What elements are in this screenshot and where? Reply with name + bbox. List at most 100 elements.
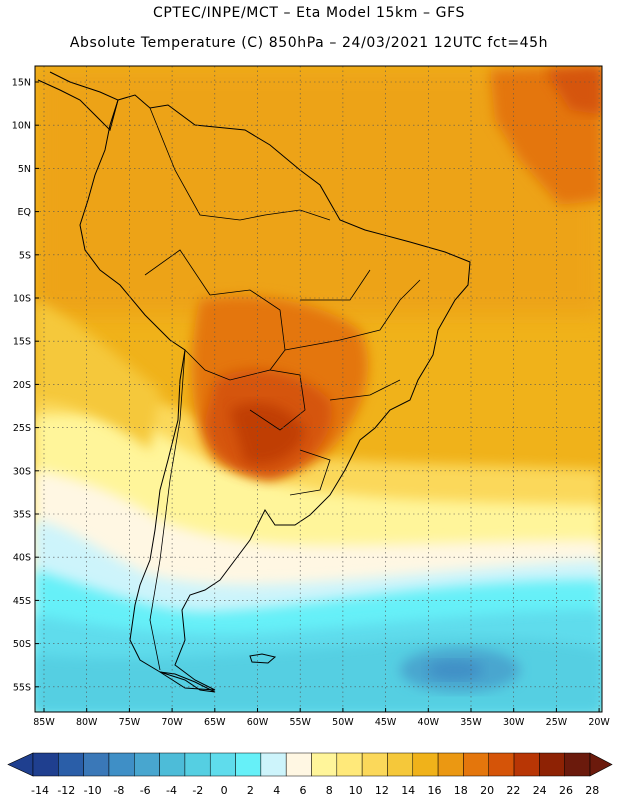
lat-tick-label: 15N [12, 78, 31, 89]
lat-tick-label: 15S [13, 337, 31, 348]
colorbar-cell [134, 752, 160, 777]
colorbar-tick-label: -14 [31, 784, 49, 797]
title-line-2: Absolute Temperature (C) 850hPa – 24/03/… [69, 35, 549, 51]
south-america-coast [79, 94, 471, 691]
border-peru-brazil [144, 249, 211, 296]
colorbar-tick-label: -4 [166, 784, 177, 797]
border-paraguay [249, 369, 306, 431]
field-22-24-atlantic [545, 66, 602, 115]
colorbar-tick-label: 20 [480, 784, 494, 797]
lon-tick-label: 70W [161, 717, 183, 728]
colorbar-cell [412, 752, 439, 777]
lat-tick-label: 40S [13, 553, 31, 564]
lon-tick-label: 85W [33, 717, 55, 728]
lat-tick-label: 35S [13, 510, 31, 521]
colorbar-cell [209, 752, 236, 777]
colorbar-tick-label: 22 [506, 784, 520, 797]
colorbar-tick-label: 10 [349, 784, 363, 797]
border-colombia-venezuela [149, 107, 241, 221]
colorbar-tick-label: 28 [585, 784, 599, 797]
lon-tick-label: 35W [460, 717, 482, 728]
colorbar-cell [513, 752, 540, 777]
lat-tick-label: 30S [13, 466, 31, 477]
lon-tick-label: 20W [588, 717, 610, 728]
colorbar-tick-label: 4 [273, 784, 280, 797]
lon-tick-label: 50W [332, 717, 354, 728]
colorbar-cell [83, 752, 110, 777]
lat-tick-label: 5N [18, 164, 31, 175]
colorbar-tick-label: 26 [559, 784, 573, 797]
lon-tick-label: 80W [76, 717, 98, 728]
lat-tick-label: 5S [19, 250, 31, 261]
lat-tick-label: EQ [18, 207, 31, 218]
central-america-coast [37, 71, 119, 131]
colorbar-cell [159, 752, 186, 777]
colorbar-legend: -14 -12 -10 -8 -6 -4 -2 0 2 4 6 8 10 12 14 16 18 20 22 24 26… [7, 752, 613, 797]
lon-tick-label: 45W [375, 717, 397, 728]
colorbar-cell [437, 752, 464, 777]
colorbar-tick-label: 6 [300, 784, 307, 797]
field-pacific-14-16 [35, 300, 160, 450]
longitude-labels: 85W 80W 75W 70W 65W 60W 55W 50W 45W 40W 35W 30W 25W 2… [33, 708, 610, 728]
colorbar-tick-label: 8 [326, 784, 333, 797]
colorbar-cell [184, 752, 211, 777]
colorbar-cell [387, 752, 414, 777]
country-borders [144, 107, 421, 671]
colorbar-cell [32, 752, 59, 777]
lat-tick-label: 10S [13, 294, 31, 305]
graticule [35, 66, 602, 712]
colorbar-cell [235, 752, 262, 777]
colorbar-tick-label: -8 [113, 784, 124, 797]
border-bolivia [184, 289, 286, 381]
lat-tick-label: 50S [13, 639, 31, 650]
lon-tick-label: 60W [247, 717, 269, 728]
colorbar-cell [488, 752, 515, 777]
colorbar-tick-label: -10 [84, 784, 102, 797]
border-brazil-states [284, 269, 421, 401]
colorbar-tick-label: -6 [140, 784, 151, 797]
lat-tick-label: 20S [13, 380, 31, 391]
colorbar-tick-label: 2 [247, 784, 254, 797]
colorbar-tick-label: 0 [221, 784, 228, 797]
colorbar-tick-label: 18 [454, 784, 468, 797]
border-brazil-north [239, 209, 331, 221]
lat-tick-label: 25S [13, 423, 31, 434]
colorbar-cell [336, 752, 363, 777]
lon-tick-label: 55W [289, 717, 311, 728]
colorbar-tick-label: -12 [57, 784, 75, 797]
lat-tick-label: 10N [12, 121, 31, 132]
lon-tick-label: 75W [119, 717, 141, 728]
lon-tick-label: 25W [546, 717, 568, 728]
title-line-1: CPTEC/INPE/MCT – Eta Model 15km – GFS [152, 5, 466, 21]
colorbar-tick-label: 24 [533, 784, 547, 797]
colorbar-cell [539, 752, 565, 777]
field-24-26-continent [230, 402, 305, 465]
cold-core-center [427, 660, 483, 680]
temperature-field [35, 66, 602, 712]
colorbar-cell [285, 752, 312, 777]
colorbar-right-arrow [589, 752, 613, 777]
colorbar-left-arrow [7, 752, 34, 777]
colorbar-cell [108, 752, 135, 777]
lat-tick-label: 55S [13, 682, 31, 693]
colorbar-tick-label: -2 [192, 784, 203, 797]
colorbar-cell [260, 752, 287, 777]
lat-tick-label: 45S [13, 596, 31, 607]
falklands [249, 653, 277, 664]
border-uruguay [289, 449, 331, 496]
latitude-labels: 15N 10N 5N EQ 5S 10S 15S 20S 25S 30S 35S 40S 45S 50S 5… [12, 78, 39, 693]
colorbar-tick-label: 12 [375, 784, 389, 797]
map-frame [34, 65, 603, 713]
lon-tick-label: 30W [503, 717, 525, 728]
colorbar-cell [361, 752, 388, 777]
border-argentina-chile [149, 349, 186, 671]
lon-tick-label: 40W [418, 717, 440, 728]
colorbar-tick-label: 14 [401, 784, 415, 797]
colorbar-cell [463, 752, 489, 777]
colorbar-cell [311, 752, 338, 777]
colorbar-tick-label: 16 [428, 784, 442, 797]
colorbar-cell [564, 752, 591, 777]
lon-tick-label: 65W [204, 717, 226, 728]
colorbar-cell [58, 752, 84, 777]
